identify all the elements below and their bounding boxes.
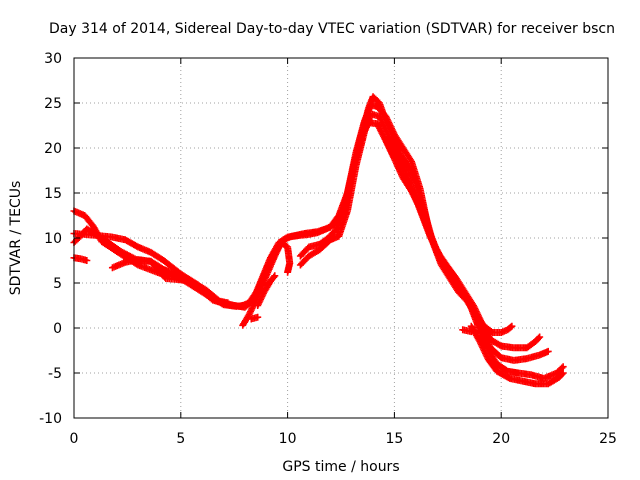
y-axis-label: SDTVAR / TECUs <box>8 181 24 296</box>
grid-lines <box>74 58 608 418</box>
data-series-track-5 <box>108 256 232 307</box>
data-point <box>83 257 91 264</box>
data-point <box>467 328 475 336</box>
data-series-track-12 <box>459 326 475 336</box>
x-tick-label: 25 <box>599 431 617 447</box>
data-point <box>224 299 232 307</box>
x-tick-label: 10 <box>279 431 297 447</box>
y-tick-label: 5 <box>53 276 62 292</box>
data-series-track-10 <box>296 119 567 382</box>
x-axis-label: GPS time / hours <box>282 459 399 475</box>
data-point <box>544 347 552 355</box>
data-point <box>254 313 262 321</box>
data-point <box>508 322 516 330</box>
data-point <box>239 302 247 309</box>
chart-title: Day 314 of 2014, Sidereal Day-to-day VTE… <box>49 21 615 37</box>
data-series-track-8 <box>247 313 262 323</box>
y-tick-label: 25 <box>44 96 62 112</box>
data-point <box>270 273 278 281</box>
data-point <box>558 364 566 372</box>
y-tick-label: 0 <box>53 321 62 337</box>
data-point <box>284 268 292 276</box>
data-series-track-11 <box>467 322 567 388</box>
data-point <box>271 272 279 280</box>
data-point <box>536 333 544 341</box>
y-tick-label: -5 <box>48 366 62 382</box>
y-tick-label: -10 <box>39 411 62 427</box>
x-tick-label: 20 <box>492 431 510 447</box>
axis-ticks: 0 5 10 15 20 25 -10 -5 0 5 10 15 20 25 30 <box>39 51 617 447</box>
y-tick-label: 15 <box>44 186 62 202</box>
data-point <box>558 370 566 378</box>
x-tick-label: 15 <box>385 431 403 447</box>
data-points <box>70 93 567 388</box>
data-series-track-7 <box>254 272 279 309</box>
data-point <box>407 156 415 164</box>
x-tick-label: 5 <box>176 431 185 447</box>
data-series-track-1 <box>70 93 516 336</box>
y-tick-label: 10 <box>44 231 62 247</box>
data-point <box>507 323 515 331</box>
data-series-track-3 <box>70 254 91 264</box>
data-point <box>559 369 567 377</box>
x-tick-label: 0 <box>70 431 79 447</box>
data-point <box>535 334 543 342</box>
y-tick-label: 20 <box>44 141 62 157</box>
data-point <box>559 363 567 371</box>
y-tick-label: 30 <box>44 51 62 67</box>
